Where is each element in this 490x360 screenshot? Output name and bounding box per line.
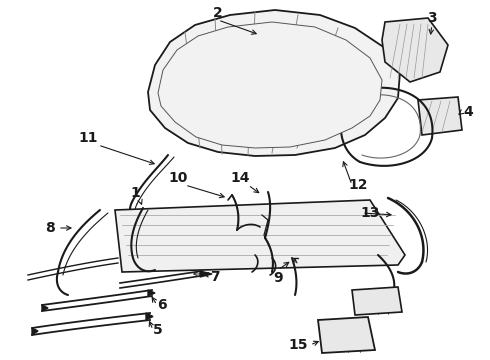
Polygon shape bbox=[158, 22, 382, 148]
Text: 3: 3 bbox=[427, 11, 437, 25]
Text: 7: 7 bbox=[210, 270, 220, 284]
Polygon shape bbox=[42, 305, 48, 311]
Text: 12: 12 bbox=[348, 178, 368, 192]
Text: 1: 1 bbox=[130, 186, 140, 200]
Polygon shape bbox=[32, 328, 38, 335]
Text: 6: 6 bbox=[157, 298, 167, 312]
Text: 8: 8 bbox=[45, 221, 55, 235]
Text: 13: 13 bbox=[360, 206, 380, 220]
Polygon shape bbox=[200, 271, 212, 277]
Polygon shape bbox=[115, 200, 405, 272]
Text: 5: 5 bbox=[153, 323, 163, 337]
Polygon shape bbox=[148, 290, 155, 296]
Polygon shape bbox=[318, 317, 375, 353]
Text: 9: 9 bbox=[273, 271, 283, 285]
Polygon shape bbox=[352, 287, 402, 315]
Text: 14: 14 bbox=[230, 171, 250, 185]
Polygon shape bbox=[146, 313, 153, 320]
Polygon shape bbox=[382, 18, 448, 82]
Text: 10: 10 bbox=[168, 171, 188, 185]
Text: 11: 11 bbox=[78, 131, 98, 145]
Text: 15: 15 bbox=[288, 338, 308, 352]
Polygon shape bbox=[418, 97, 462, 135]
Polygon shape bbox=[148, 10, 400, 156]
Text: 4: 4 bbox=[463, 105, 473, 119]
Text: 2: 2 bbox=[213, 6, 223, 20]
